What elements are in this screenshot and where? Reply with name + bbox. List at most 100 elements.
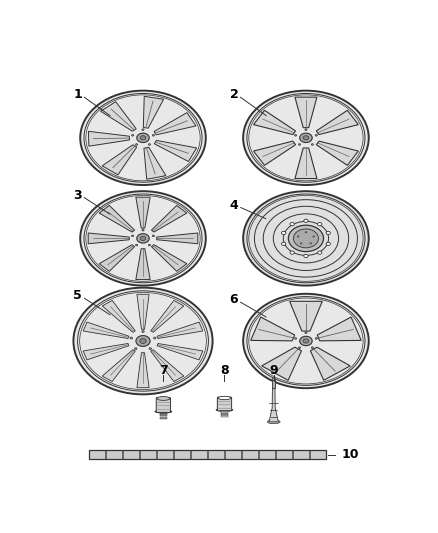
Polygon shape xyxy=(137,294,149,329)
Ellipse shape xyxy=(297,236,299,237)
Text: 5: 5 xyxy=(74,289,82,302)
Ellipse shape xyxy=(154,337,156,339)
Text: 2: 2 xyxy=(230,88,238,101)
Polygon shape xyxy=(99,245,134,271)
Ellipse shape xyxy=(300,133,312,142)
Polygon shape xyxy=(157,233,198,244)
FancyBboxPatch shape xyxy=(217,397,232,411)
Ellipse shape xyxy=(290,251,294,254)
Ellipse shape xyxy=(130,337,132,339)
Bar xyxy=(221,415,228,417)
Ellipse shape xyxy=(80,191,206,286)
Polygon shape xyxy=(317,317,361,341)
Bar xyxy=(160,418,167,419)
Bar xyxy=(242,450,258,459)
Polygon shape xyxy=(154,112,196,135)
Polygon shape xyxy=(83,322,129,338)
Bar xyxy=(124,450,139,459)
Ellipse shape xyxy=(318,223,322,226)
Ellipse shape xyxy=(305,332,307,334)
Polygon shape xyxy=(311,347,350,381)
Ellipse shape xyxy=(294,337,297,340)
Ellipse shape xyxy=(298,144,300,146)
Polygon shape xyxy=(154,140,197,161)
Polygon shape xyxy=(101,102,136,131)
Polygon shape xyxy=(295,148,317,179)
Bar xyxy=(174,450,190,459)
Ellipse shape xyxy=(293,229,318,248)
Bar xyxy=(160,413,167,414)
Text: 4: 4 xyxy=(230,199,238,212)
Ellipse shape xyxy=(80,91,206,185)
Ellipse shape xyxy=(142,229,144,231)
Text: 9: 9 xyxy=(269,364,278,377)
FancyBboxPatch shape xyxy=(156,398,170,413)
Text: 8: 8 xyxy=(220,364,229,377)
Polygon shape xyxy=(254,110,296,134)
Ellipse shape xyxy=(294,134,297,136)
Ellipse shape xyxy=(148,144,151,146)
Ellipse shape xyxy=(303,339,309,343)
Polygon shape xyxy=(88,131,130,146)
Bar xyxy=(221,410,228,411)
Polygon shape xyxy=(102,301,135,332)
Text: 10: 10 xyxy=(342,448,359,461)
Polygon shape xyxy=(152,245,187,271)
Bar xyxy=(191,450,207,459)
Bar xyxy=(140,450,156,459)
Ellipse shape xyxy=(282,231,286,235)
Ellipse shape xyxy=(303,136,309,140)
Ellipse shape xyxy=(318,251,322,254)
Ellipse shape xyxy=(155,410,172,413)
Ellipse shape xyxy=(157,397,170,400)
Ellipse shape xyxy=(326,242,330,245)
Polygon shape xyxy=(151,350,184,382)
Polygon shape xyxy=(316,141,358,165)
Polygon shape xyxy=(157,322,203,338)
Ellipse shape xyxy=(134,348,137,350)
Polygon shape xyxy=(137,353,149,387)
Ellipse shape xyxy=(137,233,149,243)
Polygon shape xyxy=(143,96,164,128)
Bar xyxy=(221,414,228,415)
Ellipse shape xyxy=(243,294,369,388)
Bar xyxy=(160,414,167,415)
Ellipse shape xyxy=(272,378,275,381)
Polygon shape xyxy=(83,343,129,360)
Polygon shape xyxy=(102,350,135,382)
Polygon shape xyxy=(88,233,129,244)
Text: 7: 7 xyxy=(159,364,168,377)
Ellipse shape xyxy=(305,232,307,233)
Polygon shape xyxy=(290,301,322,331)
Ellipse shape xyxy=(152,134,155,136)
Polygon shape xyxy=(152,205,187,232)
Bar xyxy=(106,450,122,459)
Ellipse shape xyxy=(216,408,233,411)
Text: 3: 3 xyxy=(74,189,82,202)
Polygon shape xyxy=(136,249,150,280)
Ellipse shape xyxy=(136,336,150,346)
Ellipse shape xyxy=(142,129,144,131)
Bar xyxy=(157,450,173,459)
Ellipse shape xyxy=(304,254,308,257)
Ellipse shape xyxy=(135,244,138,246)
Ellipse shape xyxy=(148,244,151,246)
Polygon shape xyxy=(251,317,295,341)
Ellipse shape xyxy=(288,225,324,252)
Ellipse shape xyxy=(135,144,138,146)
Ellipse shape xyxy=(290,223,294,226)
Polygon shape xyxy=(144,147,166,179)
Ellipse shape xyxy=(313,236,314,237)
Bar xyxy=(276,450,292,459)
Ellipse shape xyxy=(131,235,134,237)
Polygon shape xyxy=(151,301,184,332)
Polygon shape xyxy=(261,347,301,381)
Ellipse shape xyxy=(152,235,155,237)
Ellipse shape xyxy=(140,136,146,140)
Text: 1: 1 xyxy=(74,88,82,101)
Polygon shape xyxy=(254,141,296,165)
Ellipse shape xyxy=(282,242,286,245)
Text: 6: 6 xyxy=(230,294,238,306)
Bar xyxy=(160,415,167,416)
Bar xyxy=(225,450,241,459)
